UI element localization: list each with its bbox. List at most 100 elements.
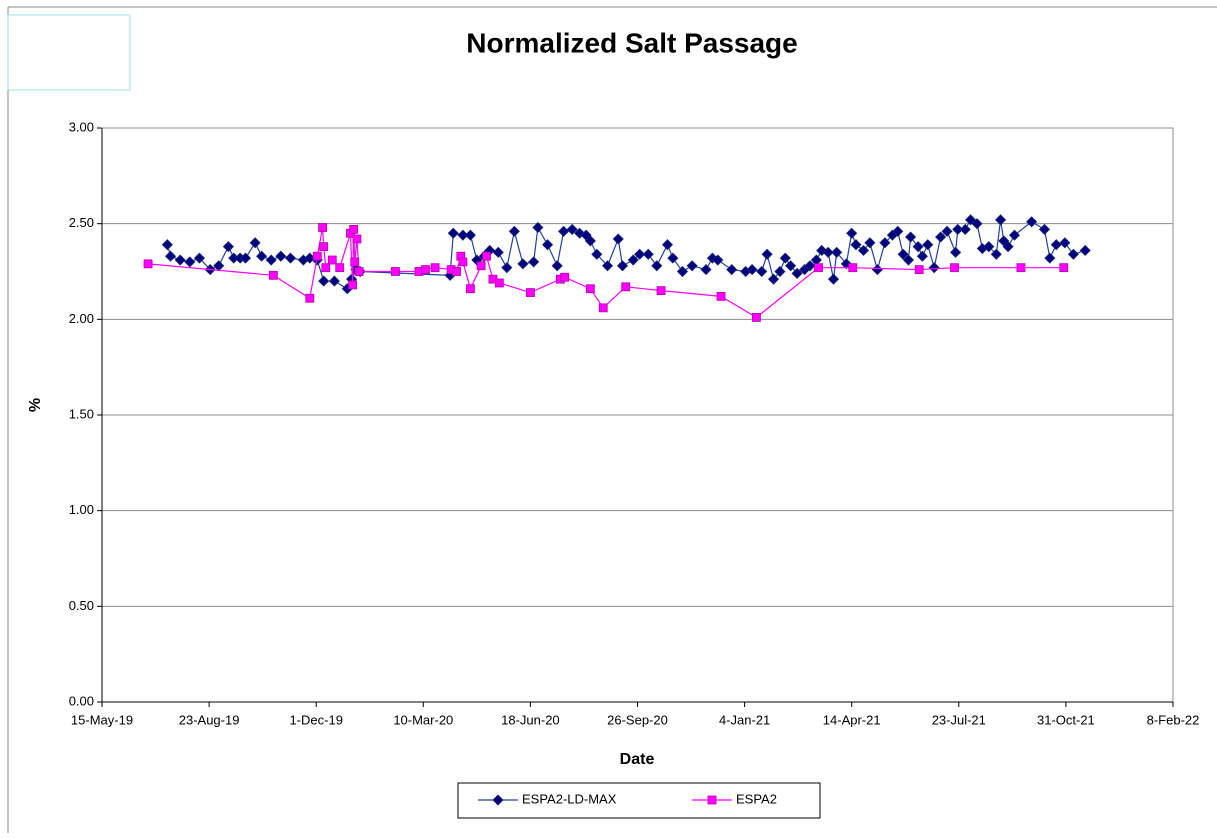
data-point — [791, 267, 803, 279]
legend-marker — [492, 794, 504, 806]
data-point — [458, 257, 468, 267]
data-point — [814, 263, 823, 273]
data-point — [952, 223, 964, 235]
data-point — [761, 248, 773, 260]
data-point — [905, 231, 917, 243]
data-point — [712, 254, 724, 266]
x-tick-label: 31-Oct-21 — [1037, 712, 1095, 727]
data-point — [312, 251, 322, 261]
x-tick-label: 1-Dec-19 — [289, 712, 342, 727]
data-point — [864, 237, 876, 249]
data-point — [222, 241, 234, 253]
y-axis-title: % — [27, 398, 44, 412]
data-point — [995, 214, 1007, 226]
data-point — [430, 263, 440, 273]
data-point — [892, 225, 904, 237]
y-tick-label: 2.00 — [69, 311, 94, 326]
y-tick-label: 0.50 — [69, 598, 94, 613]
data-point — [591, 248, 603, 260]
data-point — [452, 267, 461, 276]
data-point — [990, 248, 1002, 260]
x-tick-label: 18-Jun-20 — [501, 712, 560, 727]
data-point — [950, 263, 959, 273]
data-point — [193, 252, 206, 264]
data-point — [494, 278, 504, 288]
data-point — [767, 273, 780, 285]
data-point — [922, 239, 934, 251]
data-point — [656, 286, 666, 296]
x-tick-label: 15-May-19 — [71, 712, 133, 727]
data-point — [1044, 252, 1056, 264]
data-point — [840, 258, 852, 270]
data-point — [174, 254, 186, 266]
data-point — [706, 252, 719, 264]
data-point — [391, 267, 400, 276]
data-point — [779, 252, 791, 264]
data-point — [501, 262, 513, 274]
data-point — [914, 265, 924, 274]
data-point — [1067, 248, 1079, 260]
data-point — [319, 242, 329, 252]
data-point — [1038, 223, 1051, 235]
data-point — [959, 223, 971, 235]
data-point — [1059, 237, 1071, 249]
data-point — [508, 225, 520, 237]
data-point — [584, 235, 596, 247]
data-point — [164, 250, 177, 262]
data-point — [1026, 216, 1038, 228]
y-tick-label: 0.00 — [69, 693, 94, 708]
data-point — [1050, 239, 1062, 251]
data-point — [284, 252, 297, 264]
data-point — [239, 252, 252, 264]
data-point — [785, 260, 797, 272]
x-tick-label: 4-Jan-21 — [719, 712, 770, 727]
data-point — [184, 256, 196, 268]
data-point — [335, 263, 345, 273]
data-point — [466, 284, 475, 294]
data-point — [726, 264, 738, 276]
data-point — [667, 252, 679, 264]
data-point — [756, 265, 768, 278]
data-point — [642, 248, 654, 260]
data-point — [661, 239, 674, 251]
data-point — [143, 259, 153, 269]
data-point — [464, 229, 476, 241]
data-point — [621, 282, 631, 292]
data-point — [551, 260, 563, 272]
data-point — [482, 251, 491, 261]
data-point — [354, 267, 364, 276]
data-point — [751, 313, 761, 322]
data-point — [879, 237, 891, 249]
data-point — [676, 265, 689, 278]
data-point — [541, 239, 554, 251]
data-point — [850, 239, 862, 251]
data-point — [327, 255, 337, 265]
data-point — [700, 264, 712, 276]
data-point — [532, 221, 544, 234]
data-point — [601, 260, 614, 272]
data-point — [1008, 229, 1021, 241]
data-point — [268, 270, 278, 280]
data-point — [492, 246, 504, 258]
data-point — [321, 263, 331, 273]
y-tick-label: 1.00 — [69, 502, 94, 517]
x-tick-label: 26-Sep-20 — [607, 712, 668, 727]
data-point — [686, 260, 698, 272]
legend-label: ESPA2 — [736, 791, 777, 806]
data-point — [1079, 244, 1091, 257]
data-point — [318, 275, 330, 287]
data-point — [871, 264, 883, 276]
data-point — [161, 239, 173, 251]
data-point — [848, 263, 858, 273]
data-point — [457, 229, 469, 241]
data-point — [517, 258, 529, 270]
data-point — [598, 303, 608, 313]
data-point — [275, 250, 287, 262]
data-point — [746, 264, 758, 276]
data-point — [447, 227, 459, 239]
data-point — [774, 265, 786, 278]
data-point — [846, 227, 858, 239]
data-point — [305, 293, 315, 303]
chart-title: Normalized Salt Passage — [466, 27, 797, 58]
